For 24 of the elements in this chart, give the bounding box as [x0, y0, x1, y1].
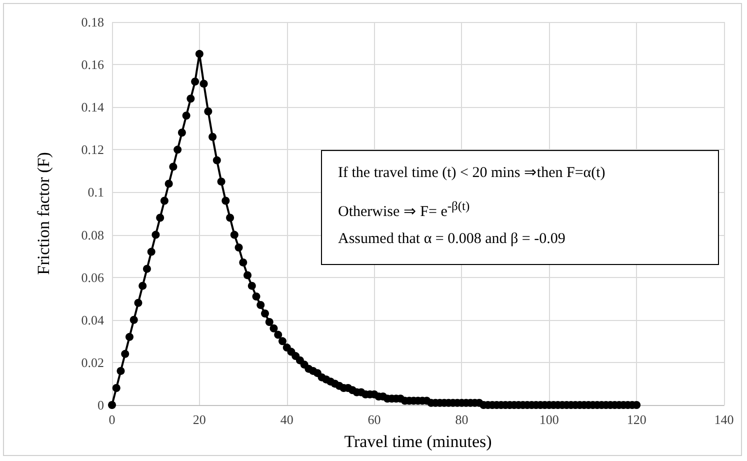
x-tick-label: 120 [626, 412, 646, 427]
y-tick-label: 0.08 [81, 227, 104, 242]
x-tick-label: 40 [280, 412, 294, 427]
x-tick-label: 0 [108, 412, 116, 427]
y-axis-title: Friction factor (F) [34, 152, 53, 275]
annotation: If the travel time (t) < 20 mins ⇒then F=α(t) [338, 164, 606, 183]
y-tick-label: 0.06 [81, 270, 104, 285]
x-tick-label: 100 [539, 412, 559, 427]
y-tick-label: 0.14 [81, 100, 104, 115]
y-tick-label: 0 [98, 398, 104, 412]
y-tick-label: 0.1 [88, 184, 104, 200]
annotation: Otherwise ⇒ F= e$^{-β(t)}$ [338, 198, 471, 222]
x-tick-label: 140 [714, 412, 734, 427]
y-tick-label: 0.16 [81, 57, 104, 72]
x-tick-label: 20 [192, 412, 206, 427]
x-axis-title: Travel time (minutes) [344, 432, 492, 451]
x-tick-label: 80 [455, 412, 468, 427]
y-tick-label: 0.02 [81, 354, 104, 370]
note-box: If the travel time (t) < 20 mins ⇒then F=α(t) Otherwise ⇒ F= e$^{-β(t)}$ Assumed that α = 0.008 and β = -0.09 [321, 150, 719, 265]
x-tick-label: 60 [368, 412, 381, 427]
y-tick-label: 0.12 [81, 142, 104, 158]
y-tick-label: 0.04 [81, 312, 104, 328]
y-tick-label: 0.18 [81, 14, 104, 30]
annotation: Assumed that α = 0.008 and β = -0.09 [338, 230, 566, 249]
